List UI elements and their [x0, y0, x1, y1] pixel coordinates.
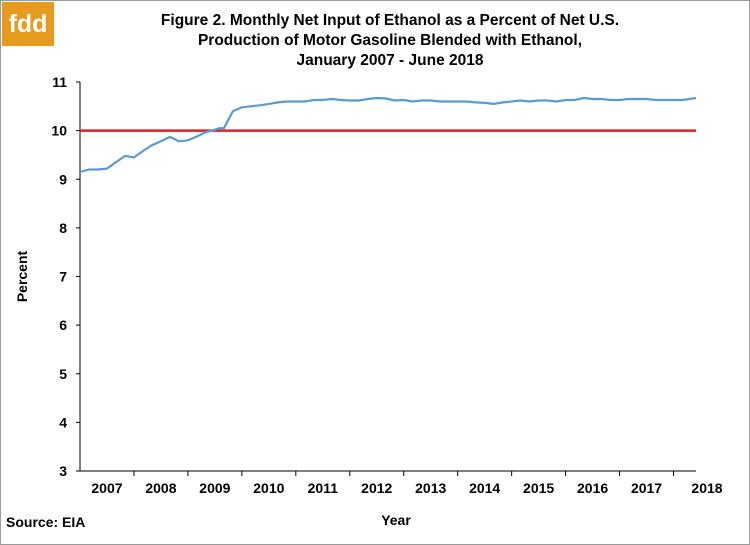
x-tick-label: 2015	[523, 480, 554, 496]
y-tick-label: 8	[59, 220, 67, 236]
y-tick-label: 9	[59, 171, 67, 187]
y-tick-label: 3	[59, 463, 67, 479]
y-tick-label: 11	[52, 74, 67, 90]
x-tick-label: 2010	[253, 480, 284, 496]
x-tick-label: 2014	[469, 480, 500, 496]
title-line-1: Figure 2. Monthly Net Input of Ethanol a…	[160, 12, 620, 29]
x-tick-label: 2017	[631, 480, 662, 496]
y-tick-label: 7	[59, 269, 67, 285]
y-tick-label: 5	[59, 366, 67, 382]
y-tick-label: 6	[59, 317, 67, 333]
y-axis: 3 4 5 6 7 8 9 10 11	[51, 74, 81, 479]
x-tick-label: 2016	[577, 480, 608, 496]
title-line-2: Production of Motor Gasoline Blended wit…	[197, 32, 583, 49]
x-axis-title: Year	[381, 512, 411, 528]
x-tick-label: 2011	[308, 480, 339, 496]
x-tick-label: 2009	[199, 480, 230, 496]
x-tick-label: 2018	[691, 480, 722, 496]
y-axis-title: Percent	[14, 250, 30, 302]
chart-title: Figure 2. Monthly Net Input of Ethanol a…	[90, 11, 690, 71]
x-tick-label: 2008	[145, 480, 176, 496]
series-line-ethanol-percent	[79, 96, 697, 174]
title-line-3: January 2007 - June 2018	[296, 52, 484, 69]
x-axis: 2007 2008 2009 2010 2011 2012 2013 2014 2015 2016…	[80, 470, 723, 496]
x-tick-label: 2013	[415, 480, 446, 496]
plot-area	[79, 96, 697, 174]
fdd-logo: fdd	[2, 2, 54, 46]
source-note: Source: EIA	[6, 514, 86, 530]
x-tick-label: 2012	[361, 480, 392, 496]
y-tick-label: 4	[59, 414, 67, 430]
y-tick-label: 10	[51, 123, 67, 139]
x-tick-label: 2007	[91, 480, 122, 496]
